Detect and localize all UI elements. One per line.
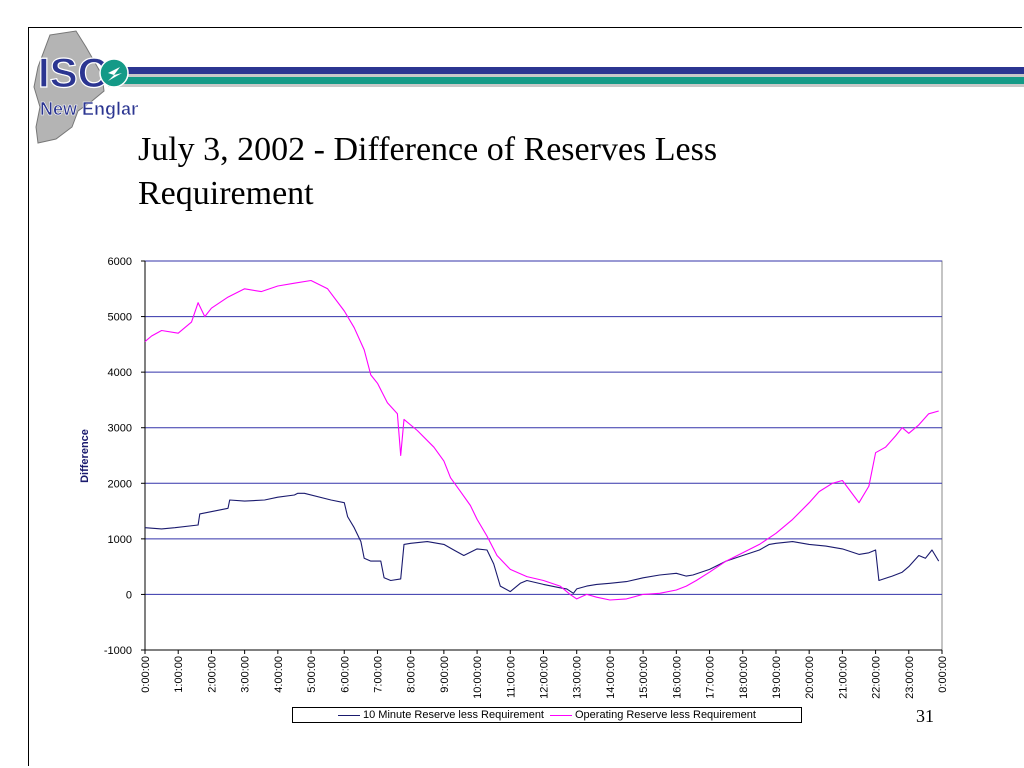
x-tick-label: 15:00:00 [638, 656, 650, 699]
y-tick-label: 1000 [108, 534, 132, 546]
slide-title-line1: July 3, 2002 - Difference of Reserves Le… [138, 131, 718, 168]
chart-legend: 10 Minute Reserve less Requirement Opera… [292, 707, 802, 723]
slide-title-line2: Requirement [138, 175, 314, 212]
x-tick-label: 22:00:00 [871, 656, 883, 699]
plot-area [144, 260, 943, 651]
y-axis-label: Difference [79, 429, 91, 483]
x-tick-label: 8:00:00 [406, 656, 418, 693]
x-tick-label: 2:00:00 [206, 656, 218, 693]
x-tick-label: 16:00:00 [671, 656, 683, 699]
x-tick-label: 21:00:00 [837, 656, 849, 699]
x-tick-label: 1:00:00 [173, 656, 185, 693]
y-tick-label: 5000 [108, 312, 132, 324]
series-operating-reserve [144, 279, 939, 601]
series-10-minute-reserve [144, 492, 940, 594]
y-tick-label: 0 [126, 589, 132, 601]
x-tick-label: 23:00:00 [904, 656, 916, 699]
y-tick-label: 2000 [108, 478, 132, 490]
x-tick-label: 18:00:00 [738, 656, 750, 699]
page-number: 31 [916, 706, 934, 726]
y-tick-label: 6000 [108, 256, 132, 268]
x-tick-label: 17:00:00 [705, 656, 717, 699]
legend-swatch-10-minute [338, 714, 361, 716]
x-tick-label: 6:00:00 [339, 656, 351, 693]
legend-entry-operating: Operating Reserve less Requirement [550, 709, 756, 721]
x-tick-label: 12:00:00 [539, 656, 551, 699]
x-tick-label: 5:00:00 [306, 656, 318, 693]
header-stripe-navy [108, 67, 1024, 74]
logo-iso-text: ISO [38, 49, 110, 96]
legend-label-operating: Operating Reserve less Requirement [575, 709, 756, 721]
x-tick-label: 11:00:00 [505, 656, 517, 698]
x-tick-label: 19:00:00 [771, 656, 783, 699]
grid-layer [144, 260, 943, 651]
header-stripe-gray-lower [108, 84, 1024, 87]
y-tick-label: -1000 [104, 645, 132, 657]
axis-layer: -1000 0 1000 2000 3000 4000 5000 6000 0:00:00 1:0… [104, 256, 949, 699]
slide-title: July 3, 2002 - Difference of Reserves Le… [138, 128, 938, 216]
x-tick-label: 20:00:00 [804, 656, 816, 699]
legend-label-10-minute: 10 Minute Reserve less Requirement [363, 709, 544, 721]
y-tick-label: 3000 [108, 423, 132, 435]
x-tick-label: 14:00:00 [605, 656, 617, 699]
x-tick-label: 10:00:00 [472, 656, 484, 699]
x-tick-label: 0:00:00 [140, 656, 152, 693]
logo-new-england-text: New England [40, 99, 138, 119]
x-tick-label: 7:00:00 [372, 656, 384, 693]
series-layer [144, 279, 940, 601]
legend-entry-10-minute: 10 Minute Reserve less Requirement [338, 709, 544, 721]
iso-new-england-logo: ISO New England [33, 30, 138, 144]
header-stripe-gray [108, 74, 1024, 77]
header-stripe-teal [108, 77, 1024, 84]
x-tick-label: 3:00:00 [240, 656, 252, 693]
x-tick-label: 0:00:00 [937, 656, 949, 693]
legend-swatch-operating [550, 714, 572, 716]
slide-frame [28, 27, 1022, 766]
y-tick-label: 4000 [108, 367, 132, 379]
x-tick-label: 4:00:00 [273, 656, 285, 693]
x-tick-label: 9:00:00 [439, 656, 451, 693]
x-tick-label: 13:00:00 [572, 656, 584, 699]
